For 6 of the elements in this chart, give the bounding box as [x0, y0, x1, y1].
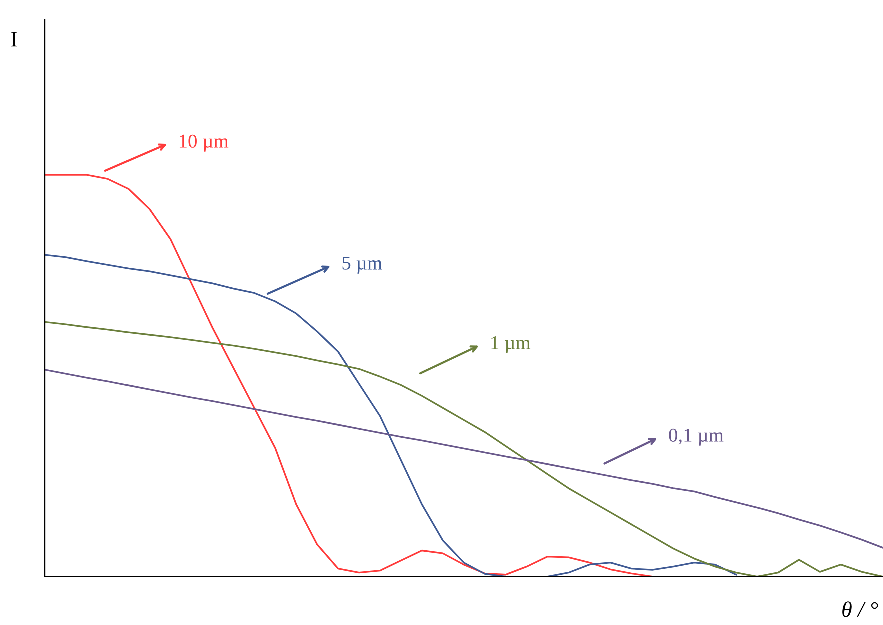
text: I [11, 32, 18, 47]
legend-label: 10 µm [180, 134, 229, 152]
legend-label: 0,1 µm [669, 428, 724, 446]
legend-label: 1 µm [492, 336, 531, 354]
legend-label: 5 µm [342, 256, 382, 274]
x-axis-title: θ / ° [842, 602, 878, 618]
